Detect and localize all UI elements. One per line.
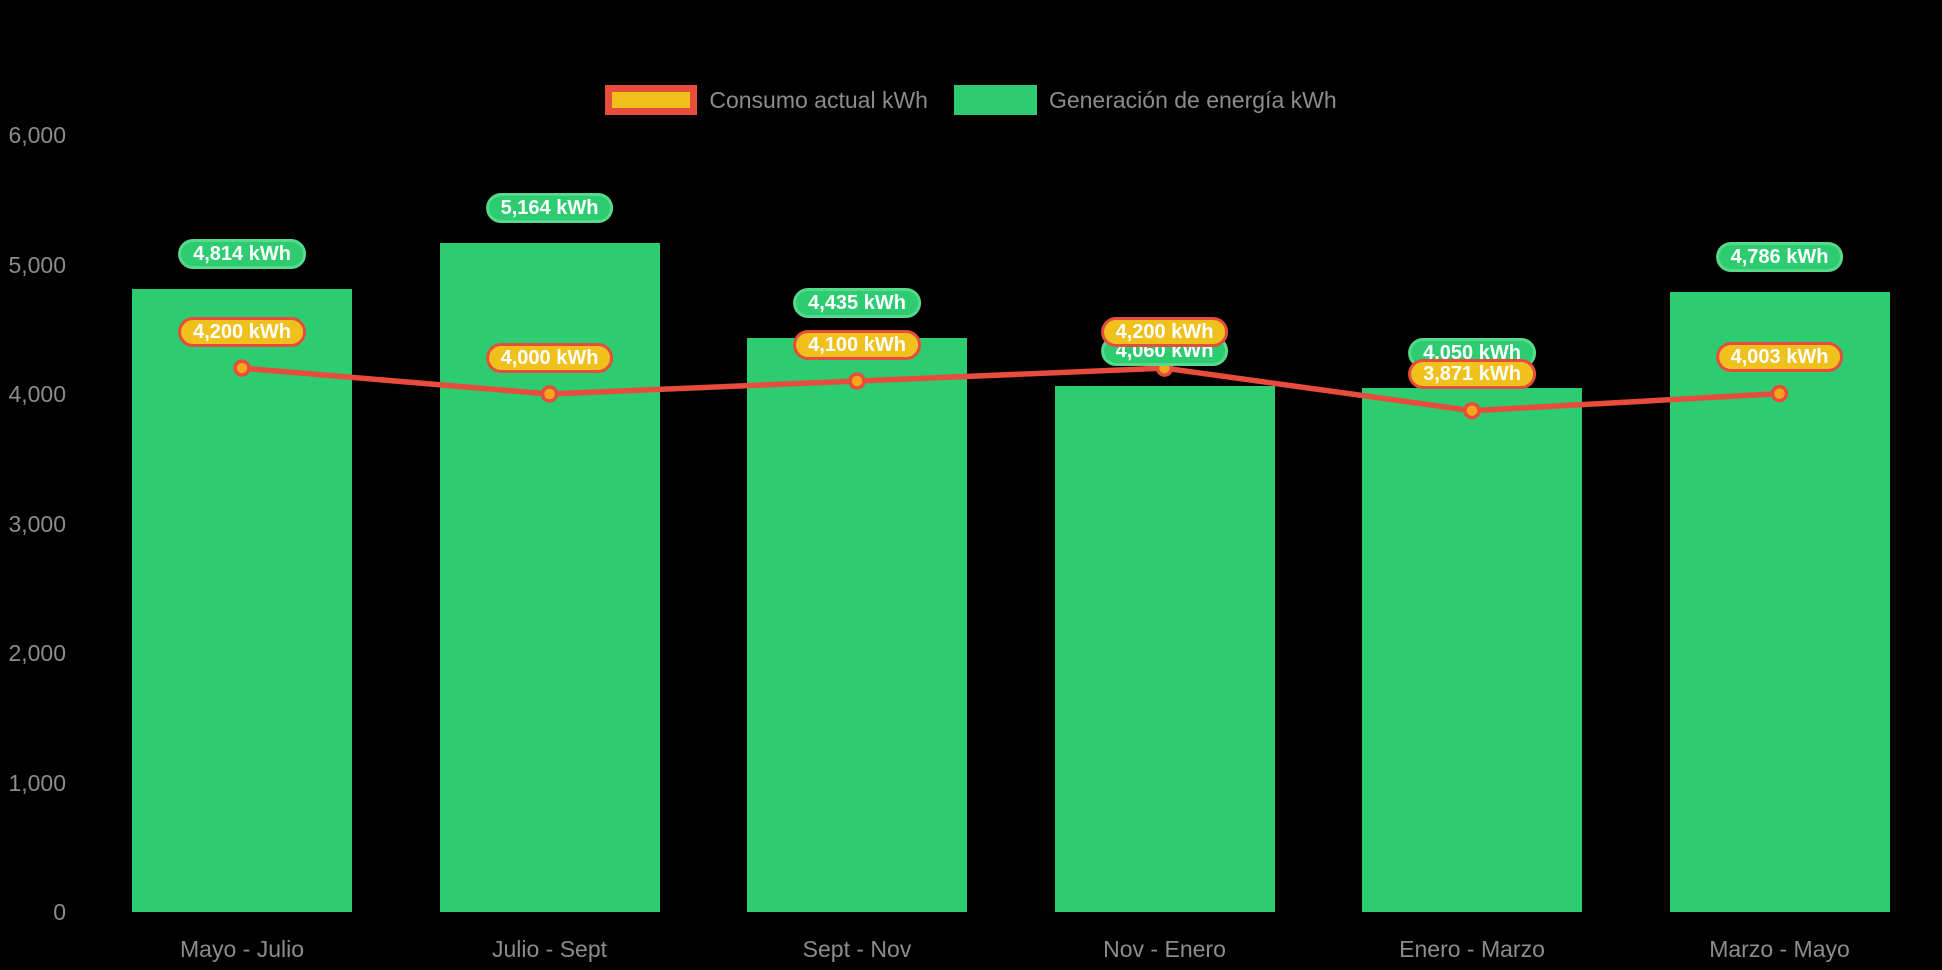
- generation-bar[interactable]: [1669, 292, 1890, 912]
- generation-value-badge: 4,786 kWh: [1715, 242, 1844, 273]
- x-axis-label: Mayo - Julio: [180, 936, 304, 962]
- legend-item-consumo[interactable]: Consumo actual kWh: [605, 85, 928, 115]
- generation-value-badge: 5,164 kWh: [485, 193, 614, 224]
- x-axis-label: Marzo - Mayo: [1709, 936, 1850, 962]
- generation-bar[interactable]: [1362, 387, 1582, 912]
- generation-bar[interactable]: [1054, 386, 1275, 912]
- legend-label-generacion: Generación de energía kWh: [1048, 86, 1337, 113]
- y-axis-tick-label: 5,000: [8, 251, 66, 278]
- legend-label-consumo: Consumo actual kWh: [709, 86, 928, 113]
- y-axis-tick-label: 0: [53, 899, 66, 925]
- generation-bar[interactable]: [132, 288, 352, 912]
- generation-bar[interactable]: [747, 337, 967, 912]
- y-axis-tick-label: 2,000: [8, 640, 66, 666]
- chart-legend: Consumo actual kWh Generación de energía…: [0, 85, 1942, 115]
- consumption-value-badge: 4,200 kWh: [1100, 316, 1229, 347]
- y-axis-tick-label: 1,000: [8, 769, 66, 796]
- consumption-value-badge: 3,871 kWh: [1408, 359, 1536, 390]
- consumption-value-badge: 4,000 kWh: [485, 342, 614, 373]
- y-axis-tick-label: 3,000: [8, 510, 66, 537]
- consumption-value-badge: 4,003 kWh: [1715, 342, 1844, 373]
- generation-value-badge: 4,435 kWh: [793, 287, 921, 318]
- consumption-value-badge: 4,100 kWh: [793, 329, 921, 360]
- legend-swatch-generacion-icon: [953, 85, 1037, 115]
- x-axis-label: Sept - Nov: [802, 936, 912, 962]
- generation-value-badge: 4,814 kWh: [178, 238, 306, 269]
- y-axis-tick-label: 4,000: [8, 381, 66, 407]
- x-axis-label: Nov - Enero: [1103, 936, 1226, 962]
- x-axis-label: Enero - Marzo: [1399, 936, 1545, 962]
- consumption-value-badge: 4,200 kWh: [178, 316, 306, 347]
- y-axis-tick-label: 6,000: [8, 122, 66, 148]
- legend-item-generacion[interactable]: Generación de energía kWh: [953, 85, 1337, 115]
- legend-swatch-consumo-icon: [605, 85, 698, 115]
- x-axis-label: Julio - Sept: [491, 936, 608, 962]
